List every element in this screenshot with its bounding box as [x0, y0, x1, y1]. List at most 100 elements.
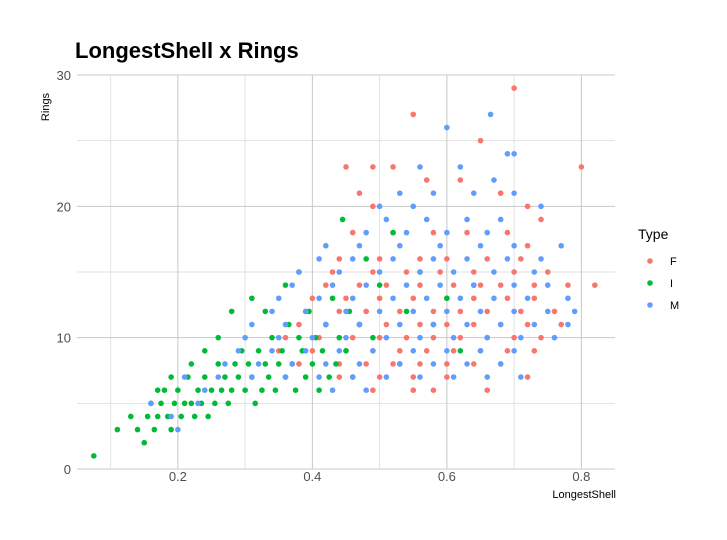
data-point-F	[390, 361, 396, 367]
legend: Type FIM	[638, 226, 679, 312]
data-point-F	[477, 137, 484, 144]
data-point-M	[430, 321, 437, 328]
data-point-I	[235, 374, 242, 380]
data-point-M	[403, 282, 410, 288]
data-point-M	[397, 190, 403, 196]
data-point-M	[464, 361, 470, 367]
data-point-M	[511, 308, 517, 315]
data-point-I	[259, 387, 265, 394]
data-point-M	[464, 321, 470, 328]
data-point-M	[302, 348, 309, 354]
data-point-F	[363, 361, 369, 367]
data-point-M	[397, 361, 403, 367]
data-point-M	[269, 308, 275, 315]
data-point-M	[289, 282, 296, 288]
data-point-M	[417, 269, 423, 275]
legend-label-M: M	[670, 300, 679, 312]
data-point-F	[504, 348, 511, 354]
y-tick-label: 30	[57, 68, 71, 83]
data-point-M	[511, 348, 517, 354]
data-point-M	[444, 308, 450, 315]
data-point-M	[215, 374, 222, 380]
data-point-M	[363, 282, 369, 288]
data-point-F	[444, 374, 450, 380]
data-point-M	[376, 269, 383, 275]
data-point-I	[275, 361, 282, 367]
data-point-I	[292, 387, 299, 394]
data-point-F	[518, 256, 524, 262]
data-point-F	[296, 361, 302, 367]
data-point-F	[383, 321, 390, 328]
data-point-F	[309, 348, 316, 354]
data-point-F	[531, 295, 538, 302]
data-point-M	[323, 242, 329, 249]
data-point-M	[504, 256, 511, 262]
data-point-F	[444, 321, 450, 328]
data-point-M	[430, 256, 437, 262]
data-point-I	[255, 348, 262, 354]
data-point-M	[175, 426, 181, 433]
data-point-M	[363, 229, 369, 236]
data-point-M	[383, 216, 390, 223]
data-point-M	[457, 164, 464, 170]
data-point-M	[497, 216, 504, 223]
data-point-F	[349, 334, 356, 341]
data-point-I	[181, 400, 188, 407]
data-point-I	[279, 348, 285, 354]
data-point-M	[531, 269, 538, 275]
data-point-M	[524, 295, 531, 302]
data-point-M	[363, 387, 369, 394]
x-tick-label: 0.4	[303, 469, 321, 484]
data-point-M	[423, 295, 430, 302]
data-point-M	[518, 334, 524, 341]
data-point-I	[242, 387, 248, 394]
data-point-M	[491, 177, 497, 183]
chart-title: LongestShell x Rings	[75, 38, 299, 63]
data-point-M	[511, 151, 517, 157]
data-point-M	[242, 334, 248, 341]
data-point-I	[336, 334, 343, 341]
legend-key-I	[647, 280, 653, 286]
data-point-F	[544, 269, 551, 275]
data-point-I	[128, 413, 134, 420]
data-point-F	[558, 321, 564, 328]
data-point-I	[154, 413, 161, 420]
data-point-M	[410, 203, 417, 210]
data-point-M	[457, 295, 464, 302]
data-point-I	[457, 348, 464, 354]
data-point-M	[296, 269, 302, 275]
data-point-F	[524, 242, 531, 249]
data-point-I	[191, 413, 198, 420]
data-point-M	[275, 334, 282, 341]
data-point-F	[370, 203, 376, 210]
data-point-F	[470, 361, 477, 367]
data-point-I	[168, 374, 174, 380]
data-point-I	[151, 426, 158, 433]
data-point-I	[205, 413, 211, 420]
data-point-F	[457, 177, 464, 183]
data-point-I	[319, 348, 326, 354]
data-point-I	[171, 400, 178, 407]
data-point-M	[168, 413, 174, 420]
x-tick-label: 0.2	[169, 469, 187, 484]
data-point-F	[538, 216, 544, 223]
data-point-M	[329, 282, 336, 288]
data-point-F	[497, 282, 504, 288]
data-point-F	[565, 282, 571, 288]
data-point-M	[477, 242, 484, 249]
data-point-F	[484, 308, 491, 315]
data-point-I	[134, 426, 141, 433]
data-point-F	[417, 321, 423, 328]
data-point-I	[282, 282, 289, 288]
data-point-F	[349, 229, 356, 236]
data-point-I	[218, 387, 225, 394]
data-point-M	[329, 387, 336, 394]
data-point-F	[370, 164, 376, 170]
data-point-F	[470, 269, 477, 275]
data-point-F	[457, 334, 464, 341]
data-point-M	[343, 334, 349, 341]
data-point-M	[356, 321, 363, 328]
data-point-M	[269, 348, 275, 354]
legend-title: Type	[638, 226, 669, 242]
